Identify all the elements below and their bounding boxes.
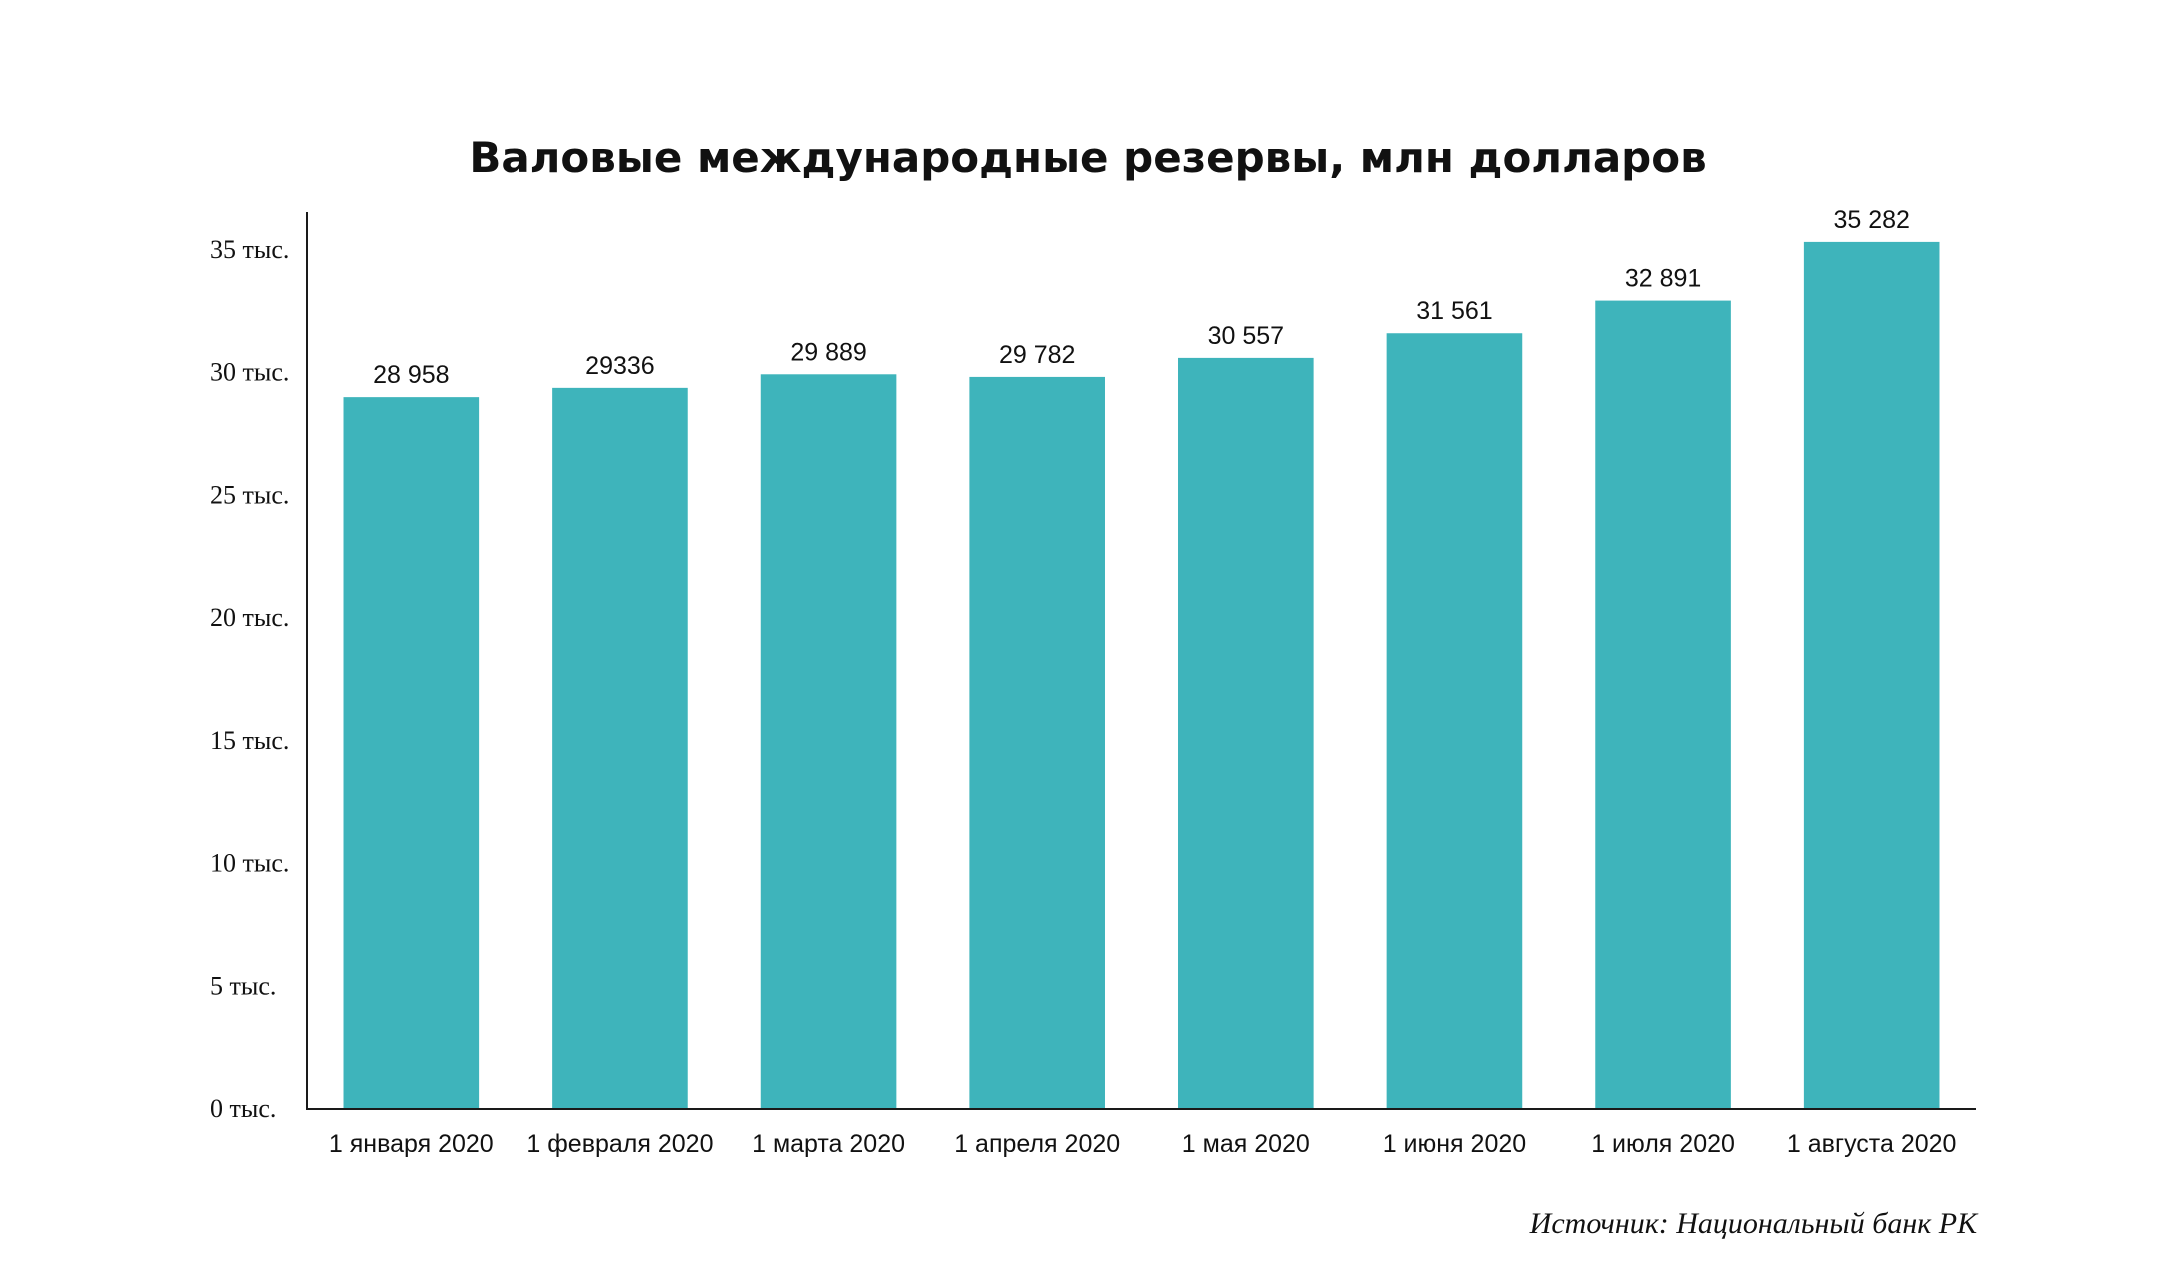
bars — [343, 241, 1940, 1109]
bar — [343, 397, 480, 1108]
bar-value-label: 31 561 — [1416, 297, 1492, 325]
x-category-label: 1 июня 2020 — [1383, 1130, 1526, 1158]
bar — [1803, 241, 1940, 1108]
bar — [969, 376, 1105, 1108]
bar-value-label: 32 891 — [1625, 265, 1701, 293]
x-category-label: 1 августа 2020 — [1787, 1130, 1957, 1158]
bar-value-label: 35 282 — [1833, 206, 1909, 234]
bar — [1386, 333, 1523, 1108]
y-axis-ticks: 0 тыс. 5 тыс. 10 тыс. 15 тыс. 20 тыс. 25 тыс.… — [210, 235, 289, 1123]
data-labels: 28 958 29336 29 889 29 782 30 557 31 561 32 89… — [373, 206, 1910, 389]
x-category-label: 1 мая 2020 — [1182, 1130, 1310, 1158]
x-category-label: 1 июля 2020 — [1591, 1130, 1735, 1158]
bar-value-label: 30 557 — [1208, 322, 1284, 350]
bar — [1595, 300, 1731, 1109]
bar — [552, 387, 688, 1109]
bar-value-label: 29336 — [585, 352, 655, 380]
y-tick-label: 35 тыс. — [210, 235, 289, 264]
x-category-label: 1 января 2020 — [329, 1130, 494, 1158]
x-category-label: 1 апреля 2020 — [954, 1130, 1120, 1158]
y-tick-label: 0 тыс. — [210, 1094, 276, 1123]
x-category-label: 1 февраля 2020 — [526, 1130, 713, 1158]
bar — [1178, 357, 1314, 1108]
x-axis-labels: 1 января 2020 1 февраля 2020 1 марта 2020 1… — [329, 1130, 1957, 1158]
bar — [760, 374, 897, 1108]
y-tick-label: 10 тыс. — [210, 849, 289, 878]
y-tick-label: 20 тыс. — [210, 603, 289, 632]
bar-value-label: 28 958 — [373, 361, 449, 389]
y-tick-label: 5 тыс. — [210, 971, 276, 1000]
x-category-label: 1 марта 2020 — [752, 1130, 905, 1158]
bar-value-label: 29 782 — [999, 341, 1075, 369]
chart-title: Валовые международные резервы, млн долла… — [469, 133, 1706, 182]
source-note: Источник: Национальный банк РК — [1529, 1207, 1979, 1240]
y-tick-label: 30 тыс. — [210, 358, 289, 387]
y-tick-label: 25 тыс. — [210, 480, 289, 509]
y-tick-label: 15 тыс. — [210, 726, 289, 755]
bar-value-label: 29 889 — [790, 338, 866, 366]
